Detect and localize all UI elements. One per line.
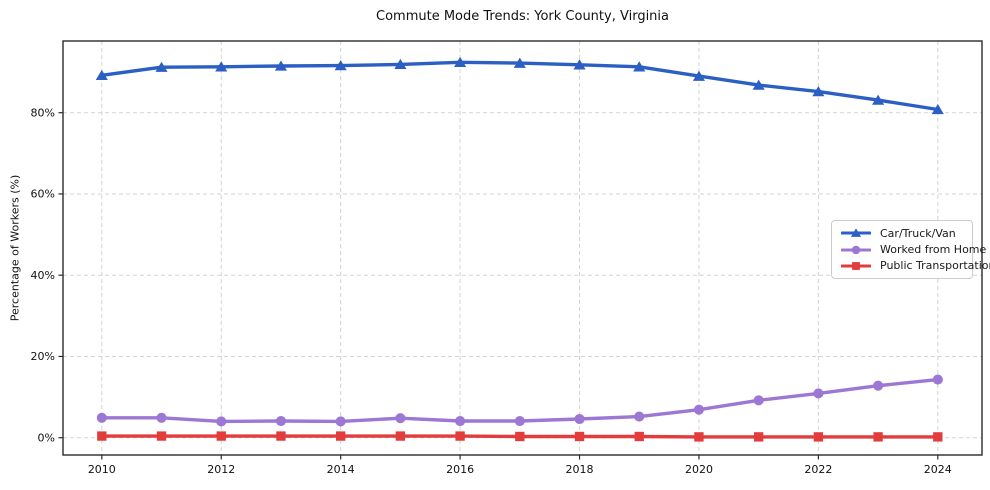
marker-square [156,431,167,441]
marker-triangle [155,61,168,72]
x-tick-label: 2012 [207,463,235,476]
marker-circle [275,415,287,427]
marker-square [753,432,764,442]
marker-triangle [454,56,467,68]
plot-border [62,40,983,456]
marker-circle [455,415,466,427]
marker-circle [693,404,705,415]
marker-circle [514,415,525,427]
series-line-worked-from-home [100,377,940,424]
marker-triangle [872,94,885,105]
x-tick-label: 2018 [566,463,594,476]
marker-triangle [850,228,862,238]
marker-square [276,431,286,441]
marker-square [852,261,860,270]
marker-triangle [215,61,228,72]
marker-circle [873,380,884,391]
legend-label: Worked from Home [880,243,987,256]
y-tick-label: 60% [31,188,55,201]
y-tick-label: 40% [31,269,55,282]
marker-circle [574,413,585,425]
marker-triangle [931,103,944,115]
marker-triangle [95,69,108,81]
legend: Car/Truck/Van Worked from Home Public Tran… [831,220,990,279]
marker-square [216,431,226,441]
marker-triangle [394,58,407,70]
marker-square [335,431,346,441]
marker-circle [216,416,227,427]
y-tick-label: 20% [31,350,55,363]
marker-triangle [633,61,646,72]
legend-label: Public Transportation [880,259,990,273]
marker-circle [395,413,406,424]
marker-triangle [334,60,347,71]
marker-square [813,432,824,442]
marker-square [694,432,704,442]
marker-square [97,431,107,441]
marker-triangle [812,86,825,97]
marker-triangle [692,70,706,81]
chart-title: Commute Mode Trends: York County, Virgin… [376,9,669,24]
x-tick-label: 2014 [327,463,355,476]
triangle-up-legend-sample-icon [841,228,871,238]
marker-triangle [752,79,765,90]
marker-square [933,432,943,442]
legend-label: Car/Truck/Van [880,226,956,240]
circle-legend-sample-icon [841,245,871,254]
y-tick-label: 0% [38,431,55,444]
marker-circle [753,395,764,406]
legend-item-car-truck-van: Car/Truck/Van [841,226,968,240]
marker-triangle [274,60,288,71]
y-tick-label: 80% [31,107,55,120]
series-line-car-truck-van [100,60,940,112]
x-tick-label: 2022 [804,463,832,476]
marker-triangle [513,57,526,68]
marker-circle [851,245,861,254]
x-tick-label: 2010 [88,463,116,476]
marker-circle [813,388,824,399]
marker-circle [96,412,107,423]
marker-circle [156,412,167,423]
marker-circle [932,374,943,385]
square-legend-sample-icon [841,261,871,270]
x-tick-label: 2016 [446,463,474,476]
marker-square [873,432,883,442]
x-tick-label: 2024 [924,463,952,476]
marker-square [574,431,585,442]
marker-square [634,431,644,442]
marker-square [515,431,525,442]
marker-triangle [573,59,586,70]
marker-square [395,431,406,441]
x-tick-label: 2020 [685,463,713,476]
marker-square [455,431,465,441]
legend-item-worked-from-home: Worked from Home [841,243,986,257]
legend-item-public-transportation: Public Transportation [841,259,990,273]
marker-circle [335,416,346,427]
marker-circle [634,411,645,422]
